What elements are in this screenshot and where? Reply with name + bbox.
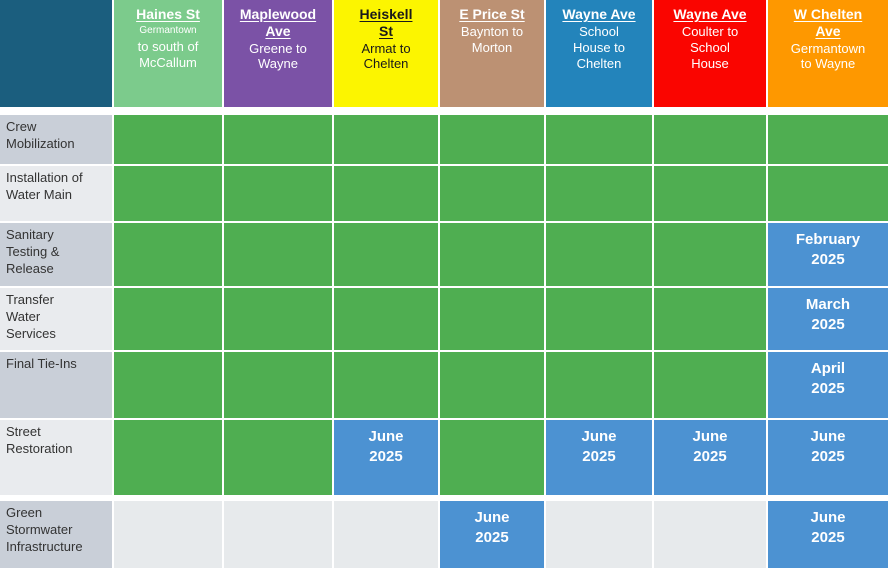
schedule-cell-active (440, 352, 544, 418)
schedule-cell-date: April 2025 (768, 352, 888, 418)
column-header: Maplewood Ave Greene to Wayne (224, 0, 332, 107)
column-subtitle-small: Germantown (139, 24, 197, 36)
column-title: Wayne Ave (673, 6, 747, 22)
schedule-cell-active (654, 352, 766, 418)
schedule-cell-active (546, 352, 652, 418)
schedule-cell-active (334, 115, 438, 164)
row-label: Final Tie-Ins (0, 352, 112, 418)
column-header: E Price St Baynton to Morton (440, 0, 544, 107)
column-header: Wayne Ave Coulter to School House (654, 0, 766, 107)
column-subtitle: to south of McCallum (137, 38, 199, 70)
schedule-cell-active (768, 166, 888, 221)
schedule-cell-active (768, 115, 888, 164)
schedule-cell-active (114, 115, 222, 164)
row-label: Sanitary Testing & Release (0, 223, 112, 286)
schedule-cell-empty (334, 501, 438, 568)
column-title: W Chelten Ave (793, 6, 863, 39)
schedule-cell-active (654, 223, 766, 286)
row-label: Crew Mobilization (0, 115, 112, 164)
schedule-cell-date: June 2025 (546, 420, 652, 495)
schedule-cell-date: June 2025 (440, 501, 544, 568)
column-subtitle: Greene to Wayne (249, 40, 307, 72)
schedule-cell-date: June 2025 (768, 501, 888, 568)
column-title: Wayne Ave (562, 6, 636, 22)
schedule-cell-active (334, 223, 438, 286)
schedule-cell-active (114, 352, 222, 418)
schedule-cell-active (654, 166, 766, 221)
schedule-cell-empty (654, 501, 766, 568)
schedule-cell-active (546, 166, 652, 221)
schedule-cell-active (654, 115, 766, 164)
schedule-cell-empty (224, 501, 332, 568)
schedule-cell-active (440, 223, 544, 286)
schedule-cell-date: June 2025 (654, 420, 766, 495)
column-header: Heiskell St Armat to Chelten (334, 0, 438, 107)
schedule-cell-active (224, 115, 332, 164)
schedule-cell-empty (114, 501, 222, 568)
row-label: Transfer Water Services (0, 288, 112, 350)
column-subtitle: Armat to Chelten (361, 40, 411, 72)
column-title: Haines St (136, 6, 200, 22)
schedule-cell-date: February 2025 (768, 223, 888, 286)
schedule-cell-active (114, 223, 222, 286)
corner-cell (0, 0, 112, 107)
schedule-cell-date: June 2025 (768, 420, 888, 495)
schedule-cell-active (224, 420, 332, 495)
column-subtitle: Baynton to Morton (460, 23, 524, 55)
row-label: Installation of Water Main (0, 166, 112, 221)
schedule-cell-active (546, 223, 652, 286)
schedule-cell-active (440, 115, 544, 164)
column-header: Haines St Germantown to south of McCallum (114, 0, 222, 107)
schedule-cell-active (654, 288, 766, 350)
schedule-cell-date: March 2025 (768, 288, 888, 350)
row-label: Green Stormwater Infrastructure (0, 501, 112, 568)
column-header: W Chelten Ave Germantown to Wayne (768, 0, 888, 107)
column-subtitle: School House to Chelten (572, 23, 626, 71)
schedule-cell-empty (546, 501, 652, 568)
row-label: Street Restoration (0, 420, 112, 495)
column-header: Wayne Ave School House to Chelten (546, 0, 652, 107)
column-subtitle: Germantown to Wayne (790, 40, 866, 72)
schedule-cell-active (440, 420, 544, 495)
schedule-cell-active (224, 166, 332, 221)
schedule-cell-active (546, 288, 652, 350)
schedule-cell-active (224, 352, 332, 418)
column-title: E Price St (459, 6, 525, 22)
schedule-cell-active (224, 288, 332, 350)
schedule-cell-active (334, 352, 438, 418)
column-title: Maplewood Ave (239, 6, 317, 39)
schedule-cell-date: June 2025 (334, 420, 438, 495)
schedule-cell-active (224, 223, 332, 286)
schedule-cell-active (546, 115, 652, 164)
schedule-cell-active (440, 288, 544, 350)
schedule-cell-active (334, 288, 438, 350)
schedule-cell-active (334, 166, 438, 221)
schedule-cell-active (440, 166, 544, 221)
column-subtitle: Coulter to School House (681, 23, 739, 71)
schedule-cell-active (114, 420, 222, 495)
schedule-cell-active (114, 166, 222, 221)
schedule-cell-active (114, 288, 222, 350)
column-title: Heiskell St (359, 6, 413, 39)
